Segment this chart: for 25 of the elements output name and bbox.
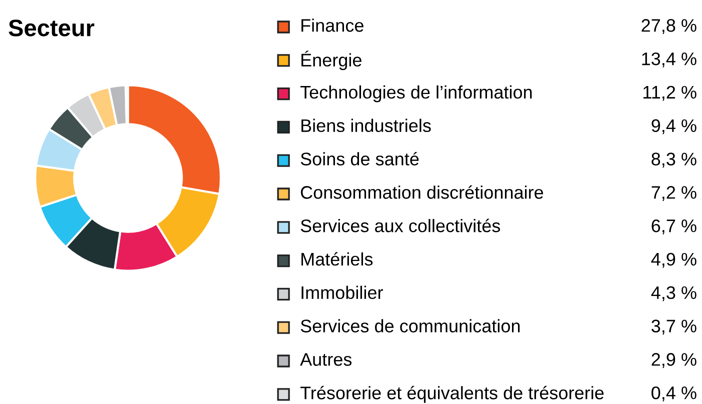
data-label: 4,9 % [651,252,696,268]
legend-label: Technologies de l’information [300,85,532,102]
data-label: 2,9 % [652,353,696,368]
legend-label: Soins de santé [300,152,419,166]
legend-label: Services aux collectivités [300,218,500,232]
data-label: 27,8 % [642,19,696,34]
legend-label: Autres [300,353,352,366]
legend-label: Biens industriels [301,118,431,132]
legend-label: Immobilier [302,286,383,300]
data-label: 13,4 % [642,52,696,68]
legend-label: Finance [301,18,364,32]
data-label: 3,7 % [652,320,696,335]
chart-title: Secteur [8,20,94,36]
data-label: 9,4 % [652,119,696,134]
legend-label: Énergie [301,50,362,70]
legend-label: Trésorerie et équivalents de trésorerie [300,386,604,403]
legend-label: Consommation discrétionnaire [300,185,544,199]
data-label: 11,2 % [644,86,696,101]
data-label: 8,3 % [652,152,696,168]
data-label: 6,7 % [652,219,696,234]
legend-label: Services de communication [300,319,520,332]
data-label: 0,4 % [652,386,696,402]
data-label: 7,2 % [652,186,696,201]
data-label: 4,3 % [651,286,696,302]
legend-label: Matériels [301,252,373,266]
